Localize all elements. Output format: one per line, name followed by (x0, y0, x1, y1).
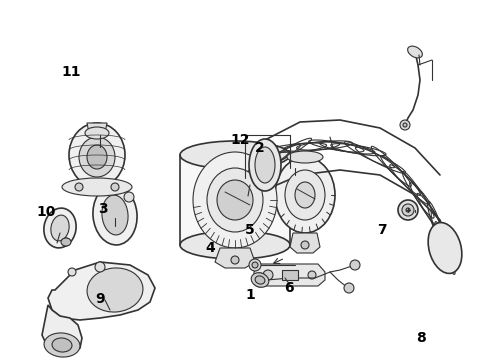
Ellipse shape (87, 145, 107, 169)
Circle shape (344, 283, 354, 293)
Circle shape (400, 120, 410, 130)
Circle shape (95, 262, 105, 272)
Ellipse shape (180, 141, 290, 169)
Ellipse shape (180, 231, 290, 259)
Ellipse shape (251, 273, 269, 287)
Text: 10: 10 (37, 206, 56, 219)
Text: 8: 8 (416, 332, 426, 345)
Ellipse shape (44, 333, 80, 357)
Polygon shape (87, 123, 107, 133)
Polygon shape (282, 270, 298, 280)
Ellipse shape (193, 152, 277, 248)
Ellipse shape (408, 46, 422, 58)
Polygon shape (215, 248, 255, 268)
Polygon shape (180, 155, 290, 245)
Ellipse shape (285, 170, 325, 220)
Circle shape (124, 192, 134, 202)
Ellipse shape (217, 180, 253, 220)
Text: 7: 7 (377, 224, 387, 237)
Ellipse shape (255, 276, 265, 284)
Ellipse shape (44, 208, 76, 248)
Ellipse shape (255, 147, 275, 183)
Text: 6: 6 (284, 281, 294, 295)
Circle shape (301, 241, 309, 249)
Polygon shape (42, 305, 82, 355)
Ellipse shape (52, 338, 72, 352)
Polygon shape (48, 262, 155, 320)
Ellipse shape (428, 222, 462, 274)
Circle shape (406, 208, 410, 212)
Circle shape (249, 259, 261, 271)
Polygon shape (254, 264, 325, 286)
Circle shape (308, 271, 316, 279)
Text: 11: 11 (61, 65, 81, 79)
Ellipse shape (61, 238, 71, 246)
Text: 5: 5 (245, 224, 255, 237)
Text: 1: 1 (245, 288, 255, 302)
Circle shape (75, 183, 83, 191)
Ellipse shape (93, 185, 137, 245)
Polygon shape (290, 233, 320, 253)
Ellipse shape (85, 127, 109, 139)
Ellipse shape (295, 182, 315, 208)
Circle shape (402, 204, 414, 216)
Text: 4: 4 (206, 242, 216, 255)
Text: 2: 2 (255, 141, 265, 154)
Ellipse shape (79, 137, 115, 177)
Ellipse shape (62, 178, 132, 196)
Circle shape (398, 200, 418, 220)
Circle shape (403, 123, 407, 127)
Text: 12: 12 (230, 134, 250, 147)
Circle shape (111, 183, 119, 191)
Ellipse shape (69, 123, 125, 187)
Circle shape (62, 238, 70, 246)
Ellipse shape (51, 215, 69, 241)
Circle shape (263, 270, 273, 280)
Ellipse shape (287, 151, 323, 163)
Text: 9: 9 (96, 292, 105, 306)
Text: 3: 3 (98, 202, 108, 216)
Ellipse shape (87, 268, 143, 312)
Ellipse shape (207, 168, 263, 232)
Circle shape (68, 268, 76, 276)
Ellipse shape (102, 195, 128, 235)
Circle shape (350, 260, 360, 270)
Ellipse shape (249, 139, 281, 191)
Circle shape (252, 262, 258, 268)
Circle shape (231, 256, 239, 264)
Ellipse shape (275, 157, 335, 233)
Circle shape (253, 273, 267, 287)
